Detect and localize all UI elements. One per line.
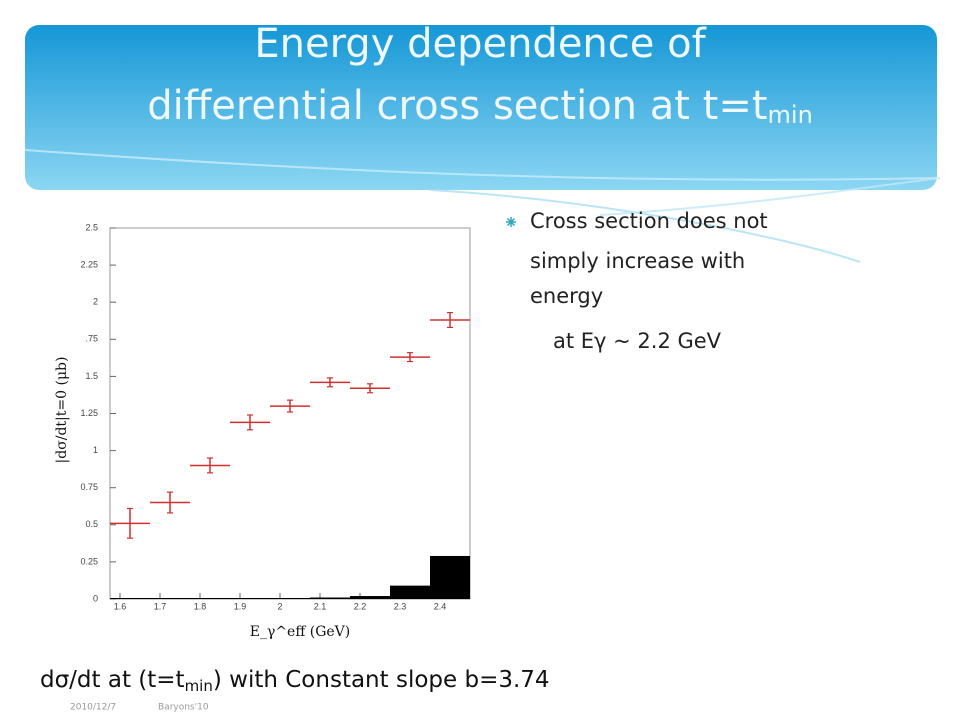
wave xyxy=(599,177,941,216)
y-tick-label: 2.5 xyxy=(85,222,98,232)
x-tick-label: 1.7 xyxy=(154,601,167,611)
histogram-bar xyxy=(390,585,430,599)
x-tick-label: 1.9 xyxy=(234,601,247,611)
y-tick-label: .75 xyxy=(85,334,98,344)
header-band xyxy=(25,25,937,190)
y-tick-label: 2.25 xyxy=(80,259,98,269)
bullet: Cross section does not simply increase wi… xyxy=(530,209,768,308)
y-tick-label: 0.75 xyxy=(80,482,98,492)
plot-frame xyxy=(109,227,471,600)
histogram-bar xyxy=(270,598,310,599)
bullet-mark xyxy=(506,217,516,227)
histogram-bar xyxy=(350,596,390,599)
title: differential cross section at t=tmin xyxy=(147,83,813,129)
y-tick-label: 0.25 xyxy=(80,556,98,566)
wave xyxy=(24,149,938,181)
caption-text: ) with Constant slope b=3.74 xyxy=(213,667,550,693)
x-tick-label: 2 xyxy=(277,601,282,611)
title: Energy dependence of xyxy=(254,21,706,67)
plot: 0 0.25 0.5 0.75 1 1.25 1.5 .75 2 2.25 2.5 1.6 1.7 1.8… xyxy=(54,222,470,640)
histogram-bar xyxy=(110,598,150,599)
y-tick-label: 1 xyxy=(93,445,98,455)
footer-date: 2010/12/7 xyxy=(70,703,116,713)
title-text: differential cross section at t=t xyxy=(147,83,767,129)
bullet-sub: at Eγ ~ 2.2 GeV xyxy=(553,329,722,353)
histogram-bar xyxy=(150,598,190,599)
x-tick-label: 2.1 xyxy=(314,601,327,611)
x-tick-label: 2.2 xyxy=(354,601,367,611)
histogram-bar xyxy=(190,598,230,599)
y-tick-label: 2 xyxy=(93,297,98,307)
bullet-line: energy xyxy=(530,284,603,308)
title-subscript: min xyxy=(768,101,813,129)
caption-subscript: min xyxy=(185,677,213,695)
y-tick-label: 0.5 xyxy=(85,519,98,529)
y-axis-label: |dσ/dt|t=0 (μb) xyxy=(54,357,70,464)
bullet-line: Cross section does not xyxy=(530,209,768,233)
x-tick-label: 1.8 xyxy=(194,601,207,611)
caption-text: dσ/dt at (t=t xyxy=(40,667,185,693)
x-tick-label: 1.6 xyxy=(114,601,127,611)
wave xyxy=(429,189,861,263)
y-tick-label: 1.5 xyxy=(85,371,98,381)
x-axis-label: E_γ^eff (GeV) xyxy=(250,624,351,640)
histogram-bar xyxy=(230,598,270,599)
footer-event: Baryons'10 xyxy=(158,703,209,713)
caption: dσ/dt at (t=tmin) with Constant slope b=… xyxy=(40,667,550,695)
x-tick-label: 2.3 xyxy=(394,601,407,611)
y-tick-label: 0 xyxy=(93,593,98,603)
x-tick-label: 2.4 xyxy=(434,601,447,611)
histogram-bar xyxy=(430,555,470,599)
histogram-bar xyxy=(310,597,350,599)
y-tick-label: 1.25 xyxy=(80,408,98,418)
bullet-line: simply increase with xyxy=(530,249,745,273)
